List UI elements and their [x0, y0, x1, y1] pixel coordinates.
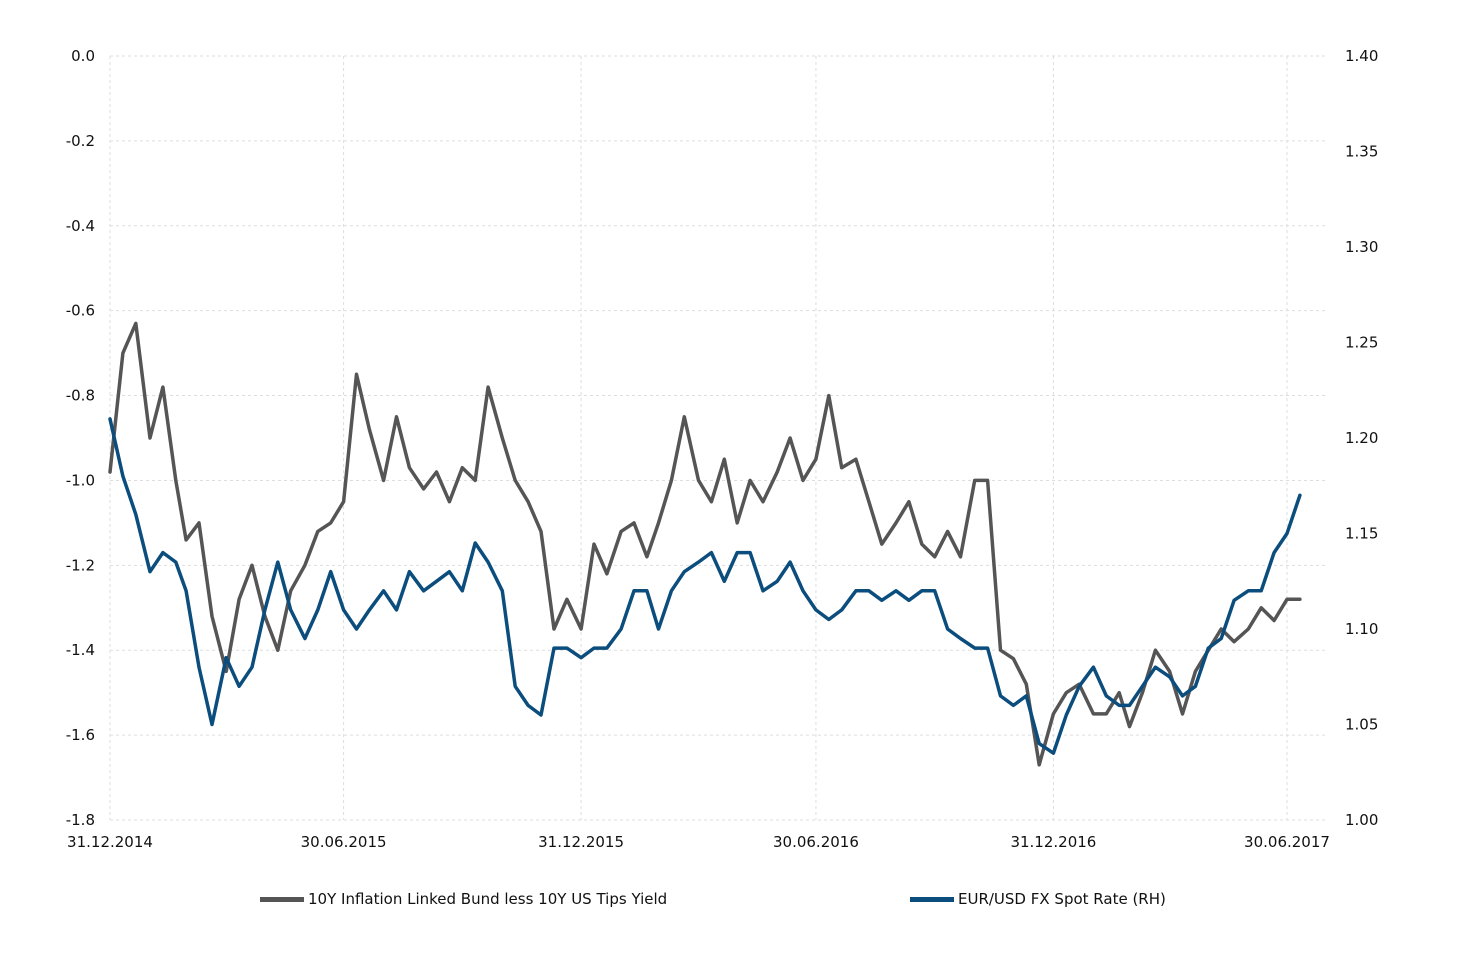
y-right-tick-label: 1.30: [1345, 238, 1378, 256]
x-tick-label: 31.12.2014: [67, 833, 153, 851]
y-left-tick-label: -0.2: [66, 132, 95, 150]
y-axis-left: 0.0 -0.2 -0.4 -0.6 -0.8 -1.0 -1.2 -1.4 -1.6 -1.8: [66, 47, 95, 829]
y-left-tick-label: -0.6: [66, 302, 95, 320]
y-right-tick-label: 1.35: [1345, 143, 1378, 161]
y-left-tick-label: -1.6: [66, 726, 95, 744]
legend-label-series-2: EUR/USD FX Spot Rate (RH): [958, 890, 1166, 908]
y-left-tick-label: -1.8: [66, 811, 95, 829]
x-tick-label: 31.12.2015: [538, 833, 624, 851]
y-left-tick-label: -0.8: [66, 387, 95, 405]
y-right-tick-label: 1.15: [1345, 525, 1378, 543]
y-right-tick-label: 1.00: [1345, 811, 1378, 829]
y-right-tick-label: 1.05: [1345, 716, 1378, 734]
series-lines: [108, 321, 1302, 767]
y-left-tick-label: -1.2: [66, 556, 95, 574]
x-tick-label: 30.06.2015: [301, 833, 387, 851]
legend-item-series-2: EUR/USD FX Spot Rate (RH): [910, 890, 1166, 908]
y-axis-right: 1.40 1.35 1.30 1.25 1.20 1.15 1.10 1.05 1.00: [1345, 47, 1378, 829]
y-left-tick-label: -0.4: [66, 217, 95, 235]
y-right-tick-label: 1.20: [1345, 429, 1378, 447]
x-tick-label: 31.12.2016: [1010, 833, 1096, 851]
legend-swatch-series-1: [260, 896, 304, 902]
y-left-tick-label: -1.0: [66, 471, 95, 489]
grid: [109, 55, 1327, 821]
legend-swatch-series-2: [910, 896, 954, 902]
legend-label-series-1: 10Y Inflation Linked Bund less 10Y US Ti…: [308, 890, 668, 908]
series-line-2: [108, 417, 1302, 755]
x-tick-label: 30.06.2016: [773, 833, 859, 851]
x-tick-label: 30.06.2017: [1244, 833, 1330, 851]
y-right-tick-label: 1.10: [1345, 620, 1378, 638]
y-left-tick-label: -1.4: [66, 641, 95, 659]
y-left-tick-label: 0.0: [71, 47, 95, 65]
y-right-tick-label: 1.25: [1345, 334, 1378, 352]
legend-item-series-1: 10Y Inflation Linked Bund less 10Y US Ti…: [260, 890, 667, 908]
series-line-1: [108, 321, 1302, 767]
y-right-tick-label: 1.40: [1345, 47, 1378, 65]
x-axis: 31.12.2014 30.06.2015 31.12.2015 30.06.2016…: [67, 833, 1330, 851]
